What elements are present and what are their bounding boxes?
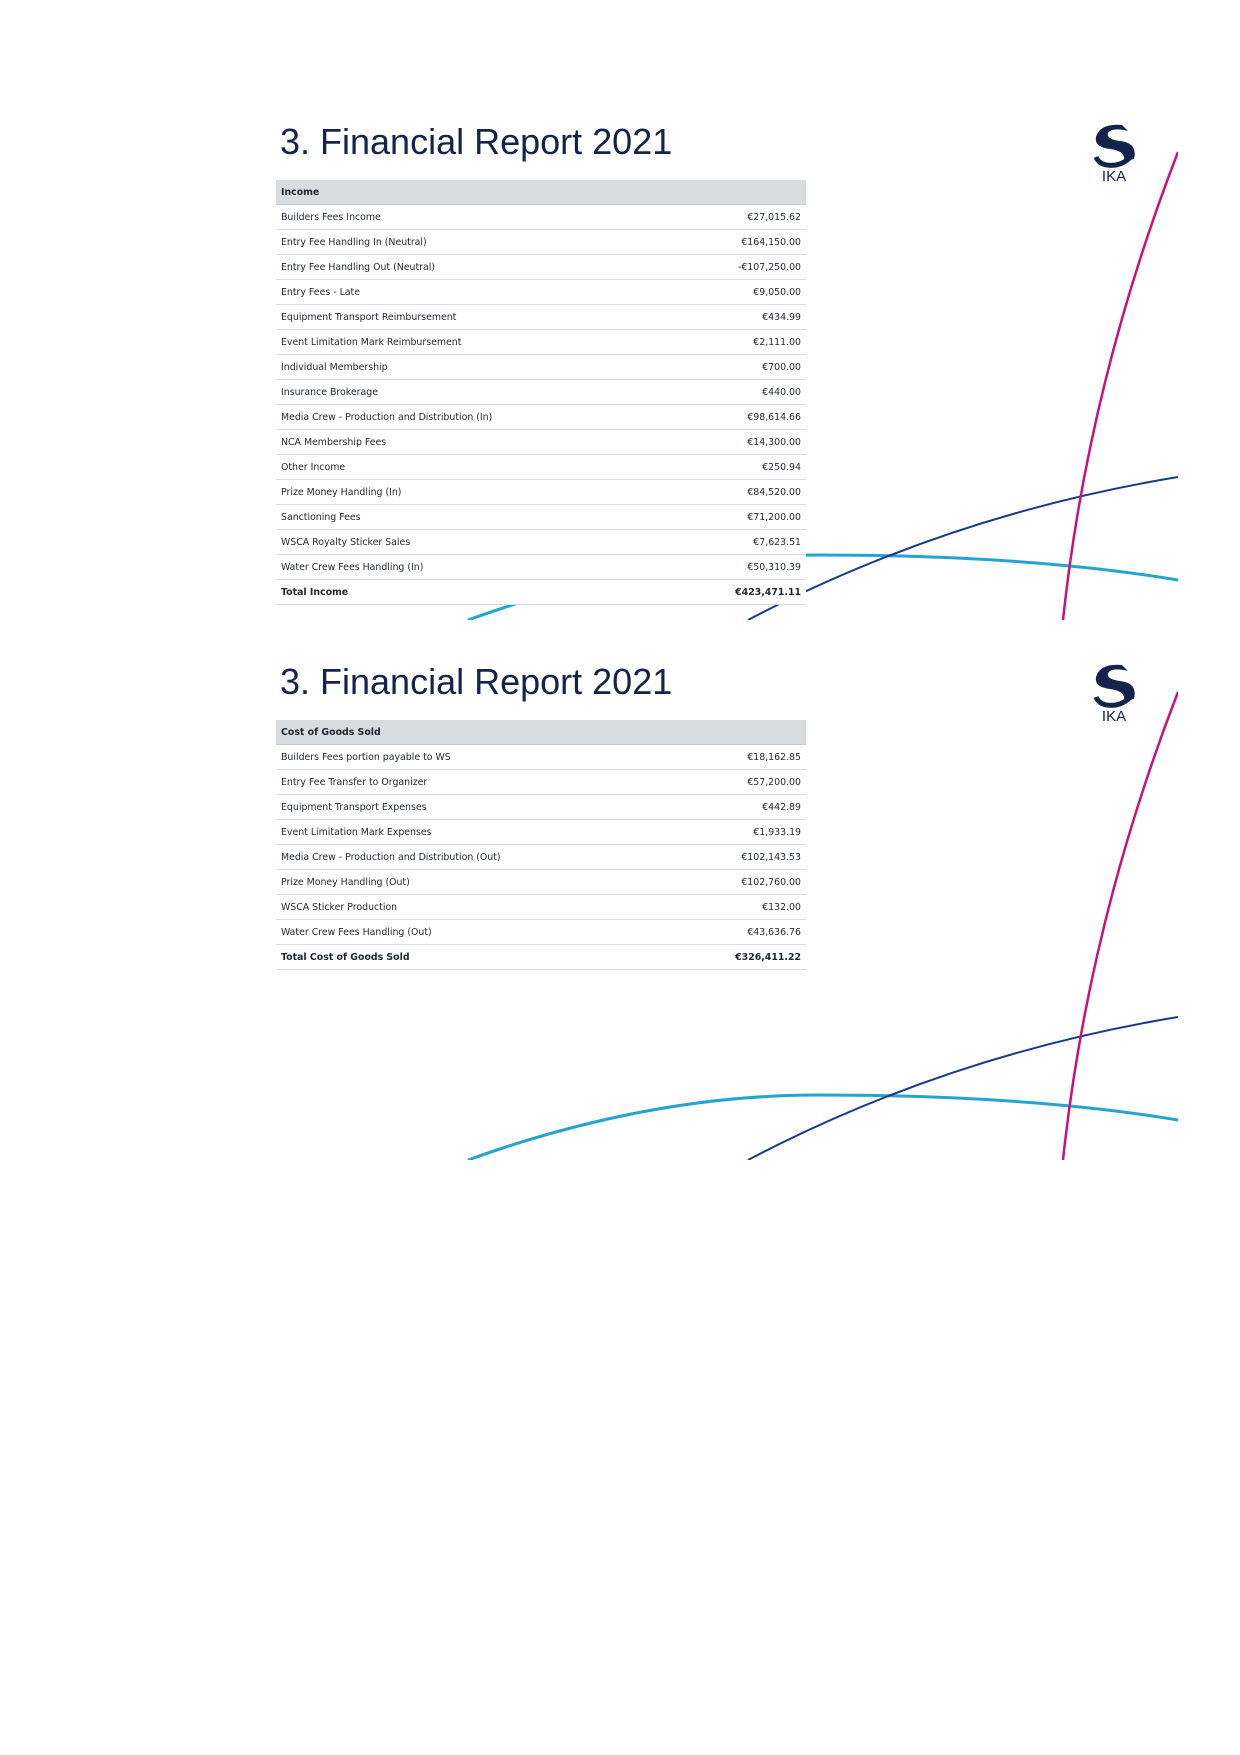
cost-of-goods-table: Cost of Goods Sold Builders Fees portion… <box>276 720 806 970</box>
row-label: Water Crew Fees Handling (Out) <box>276 919 675 945</box>
table-row: Entry Fee Transfer to Organizer €57,200.0… <box>276 769 806 795</box>
row-amount: €440.00 <box>670 379 806 405</box>
table-row: Equipment Transport Reimbursement €434.99 <box>276 304 806 330</box>
magenta-arc <box>1061 151 1178 620</box>
row-amount: €164,150.00 <box>670 229 806 255</box>
row-amount: €700.00 <box>670 354 806 380</box>
table-row: Other Income €250.94 <box>276 454 806 480</box>
ika-logo: IKA <box>1093 124 1135 183</box>
row-label: Equipment Transport Expenses <box>276 794 675 820</box>
row-label: Media Crew - Production and Distribution… <box>276 844 675 870</box>
navy-arc <box>747 1016 1178 1160</box>
row-amount: €50,310.39 <box>670 554 806 580</box>
magenta-arc <box>1061 691 1178 1160</box>
table-row: Prize Money Handling (In) €84,520.00 <box>276 479 806 505</box>
row-amount: €18,162.85 <box>674 744 806 770</box>
table-row: WSCA Sticker Production €132.00 <box>276 894 806 920</box>
table-header: Income <box>276 180 806 205</box>
table-row: NCA Membership Fees €14,300.00 <box>276 429 806 455</box>
table-row: Sanctioning Fees €71,200.00 <box>276 504 806 530</box>
table-row: Builders Fees portion payable to WS €18,1… <box>276 744 806 770</box>
total-row: Total Cost of Goods Sold €326,411.22 <box>276 944 806 970</box>
total-label: Total Cost of Goods Sold <box>276 944 675 970</box>
total-label: Total Income <box>276 579 671 605</box>
total-amount: €326,411.22 <box>674 944 806 970</box>
logo-text: IKA <box>1102 708 1126 723</box>
total-row: Total Income €423,471.11 <box>276 579 806 605</box>
decorative-arcs <box>467 691 1178 1160</box>
row-label: NCA Membership Fees <box>276 429 671 455</box>
row-label: Other Income <box>276 454 671 480</box>
table-row: Media Crew - Production and Distribution… <box>276 844 806 870</box>
row-amount: €98,614.66 <box>670 404 806 430</box>
row-amount: €9,050.00 <box>670 279 806 305</box>
row-label: Individual Membership <box>276 354 671 380</box>
row-label: Event Limitation Mark Reimbursement <box>276 329 671 355</box>
row-label: Entry Fee Handling Out (Neutral) <box>276 254 671 280</box>
total-amount: €423,471.11 <box>670 579 806 605</box>
page-title: 3. Financial Report 2021 <box>280 661 673 702</box>
table-row: Water Crew Fees Handling (In) €50,310.39 <box>276 554 806 580</box>
slide-income: 3. Financial Report 2021 IKA Income Buil… <box>248 85 1178 620</box>
row-amount: €434.99 <box>670 304 806 330</box>
row-amount: €442.89 <box>674 794 806 820</box>
row-amount: €7,623.51 <box>670 529 806 555</box>
row-label: Builders Fees Income <box>276 204 671 230</box>
row-amount: €71,200.00 <box>670 504 806 530</box>
table-row: Entry Fees - Late €9,050.00 <box>276 279 806 305</box>
table-row: Equipment Transport Expenses €442.89 <box>276 794 806 820</box>
row-amount: €14,300.00 <box>670 429 806 455</box>
table-row: Event Limitation Mark Reimbursement €2,11… <box>276 329 806 355</box>
table-row: WSCA Royalty Sticker Sales €7,623.51 <box>276 529 806 555</box>
table-row: Water Crew Fees Handling (Out) €43,636.76 <box>276 919 806 945</box>
table-row: Insurance Brokerage €440.00 <box>276 379 806 405</box>
slide-cost-of-goods: 3. Financial Report 2021 IKA Cost of Goo… <box>248 625 1178 1160</box>
row-label: Entry Fees - Late <box>276 279 671 305</box>
table-row: Media Crew - Production and Distribution… <box>276 404 806 430</box>
row-amount: €27,015.62 <box>670 204 806 230</box>
table-row: Individual Membership €700.00 <box>276 354 806 380</box>
cyan-arc <box>467 1093 1178 1160</box>
table-row: Entry Fee Handling In (Neutral) €164,150.… <box>276 229 806 255</box>
table-header: Cost of Goods Sold <box>276 720 806 745</box>
table-row: Prize Money Handling (Out) €102,760.00 <box>276 869 806 895</box>
row-label: Prize Money Handling (Out) <box>276 869 675 895</box>
row-label: Builders Fees portion payable to WS <box>276 744 675 770</box>
row-label: Entry Fee Transfer to Organizer <box>276 769 675 795</box>
logo-text: IKA <box>1102 168 1126 183</box>
row-amount: €102,143.53 <box>674 844 806 870</box>
row-amount: €250.94 <box>670 454 806 480</box>
table-row: Builders Fees Income €27,015.62 <box>276 204 806 230</box>
row-amount: €84,520.00 <box>670 479 806 505</box>
row-label: Entry Fee Handling In (Neutral) <box>276 229 671 255</box>
row-label: WSCA Sticker Production <box>276 894 675 920</box>
row-label: Equipment Transport Reimbursement <box>276 304 671 330</box>
row-label: Water Crew Fees Handling (In) <box>276 554 671 580</box>
row-amount: €2,111.00 <box>670 329 806 355</box>
page-title: 3. Financial Report 2021 <box>280 121 673 162</box>
table-row: Entry Fee Handling Out (Neutral) -€107,25… <box>276 254 806 280</box>
ika-logo: IKA <box>1093 664 1135 723</box>
row-amount: -€107,250.00 <box>670 254 806 280</box>
row-amount: €1,933.19 <box>674 819 806 845</box>
row-label: WSCA Royalty Sticker Sales <box>276 529 671 555</box>
row-amount: €57,200.00 <box>674 769 806 795</box>
row-label: Event Limitation Mark Expenses <box>276 819 675 845</box>
row-amount: €132.00 <box>674 894 806 920</box>
navy-arc <box>747 476 1178 620</box>
row-label: Insurance Brokerage <box>276 379 671 405</box>
row-amount: €43,636.76 <box>674 919 806 945</box>
row-label: Prize Money Handling (In) <box>276 479 671 505</box>
row-amount: €102,760.00 <box>674 869 806 895</box>
table-row: Event Limitation Mark Expenses €1,933.19 <box>276 819 806 845</box>
table-header-row: Income <box>276 180 806 205</box>
income-table: Income Builders Fees Income €27,015.62 En… <box>276 180 806 605</box>
row-label: Media Crew - Production and Distribution… <box>276 404 671 430</box>
table-header-row: Cost of Goods Sold <box>276 720 806 745</box>
row-label: Sanctioning Fees <box>276 504 671 530</box>
